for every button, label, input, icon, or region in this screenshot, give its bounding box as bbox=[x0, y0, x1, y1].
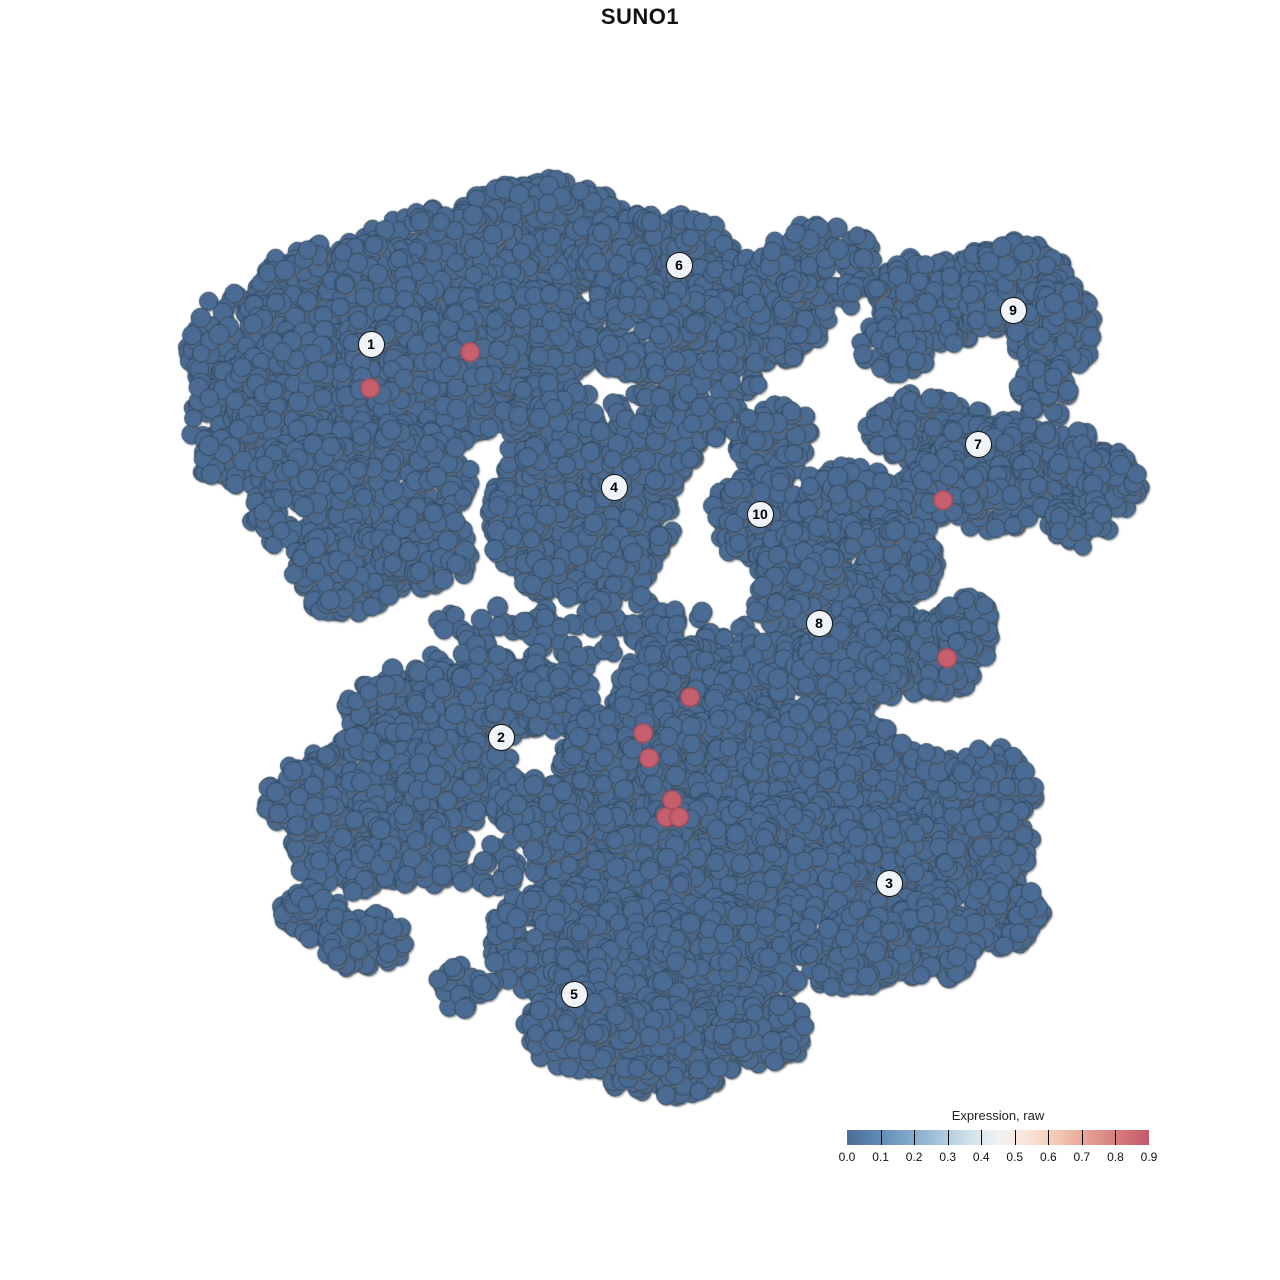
legend-title: Expression, raw bbox=[951, 1108, 1045, 1123]
cluster-label-1: 1 bbox=[357, 330, 385, 358]
cluster-label-5: 5 bbox=[560, 980, 588, 1008]
cluster-label-8: 8 bbox=[805, 609, 833, 637]
legend-divider bbox=[880, 1130, 882, 1145]
cluster-label-6: 6 bbox=[665, 251, 693, 279]
legend-tick-0.3: 0.3 bbox=[939, 1150, 956, 1164]
legend-tick-0.8: 0.8 bbox=[1107, 1150, 1124, 1164]
legend-tick-0.4: 0.4 bbox=[972, 1150, 990, 1164]
legend-divider bbox=[1048, 1130, 1050, 1145]
legend-divider bbox=[1081, 1130, 1083, 1145]
cluster-label-9: 9 bbox=[999, 296, 1027, 324]
legend-divider bbox=[914, 1130, 916, 1145]
legend-tick-0.9: 0.9 bbox=[1140, 1150, 1158, 1164]
legend-divider bbox=[1014, 1130, 1016, 1145]
cluster-label-2: 2 bbox=[487, 723, 515, 751]
legend-gradient-bar bbox=[847, 1130, 1149, 1145]
cluster-label-3: 3 bbox=[875, 869, 903, 897]
legend-tick-0.7: 0.7 bbox=[1073, 1150, 1091, 1164]
cluster-label-10: 10 bbox=[746, 500, 774, 528]
legend-tick-0.6: 0.6 bbox=[1039, 1150, 1057, 1164]
cluster-label-4: 4 bbox=[600, 473, 628, 501]
legend-divider bbox=[947, 1130, 949, 1145]
legend-divider bbox=[1115, 1130, 1117, 1145]
legend-tick-0.1: 0.1 bbox=[872, 1150, 889, 1164]
legend-tick-0.0: 0.0 bbox=[838, 1150, 856, 1164]
legend-tick-0.5: 0.5 bbox=[1006, 1150, 1024, 1164]
plot-title: SUNO1 bbox=[600, 4, 680, 29]
expression-legend: Expression, raw 0.0 0.1 0.2 0.3 0.4 0.5 0.6 0.7… bbox=[839, 1108, 1158, 1166]
legend-tick-0.2: 0.2 bbox=[905, 1150, 923, 1164]
cluster-label-7: 7 bbox=[964, 430, 992, 458]
legend-tick-labels: 0.0 0.1 0.2 0.3 0.4 0.5 0.6 0.7 0.8 0.9 bbox=[839, 1150, 1158, 1166]
legend-divider bbox=[981, 1130, 983, 1145]
